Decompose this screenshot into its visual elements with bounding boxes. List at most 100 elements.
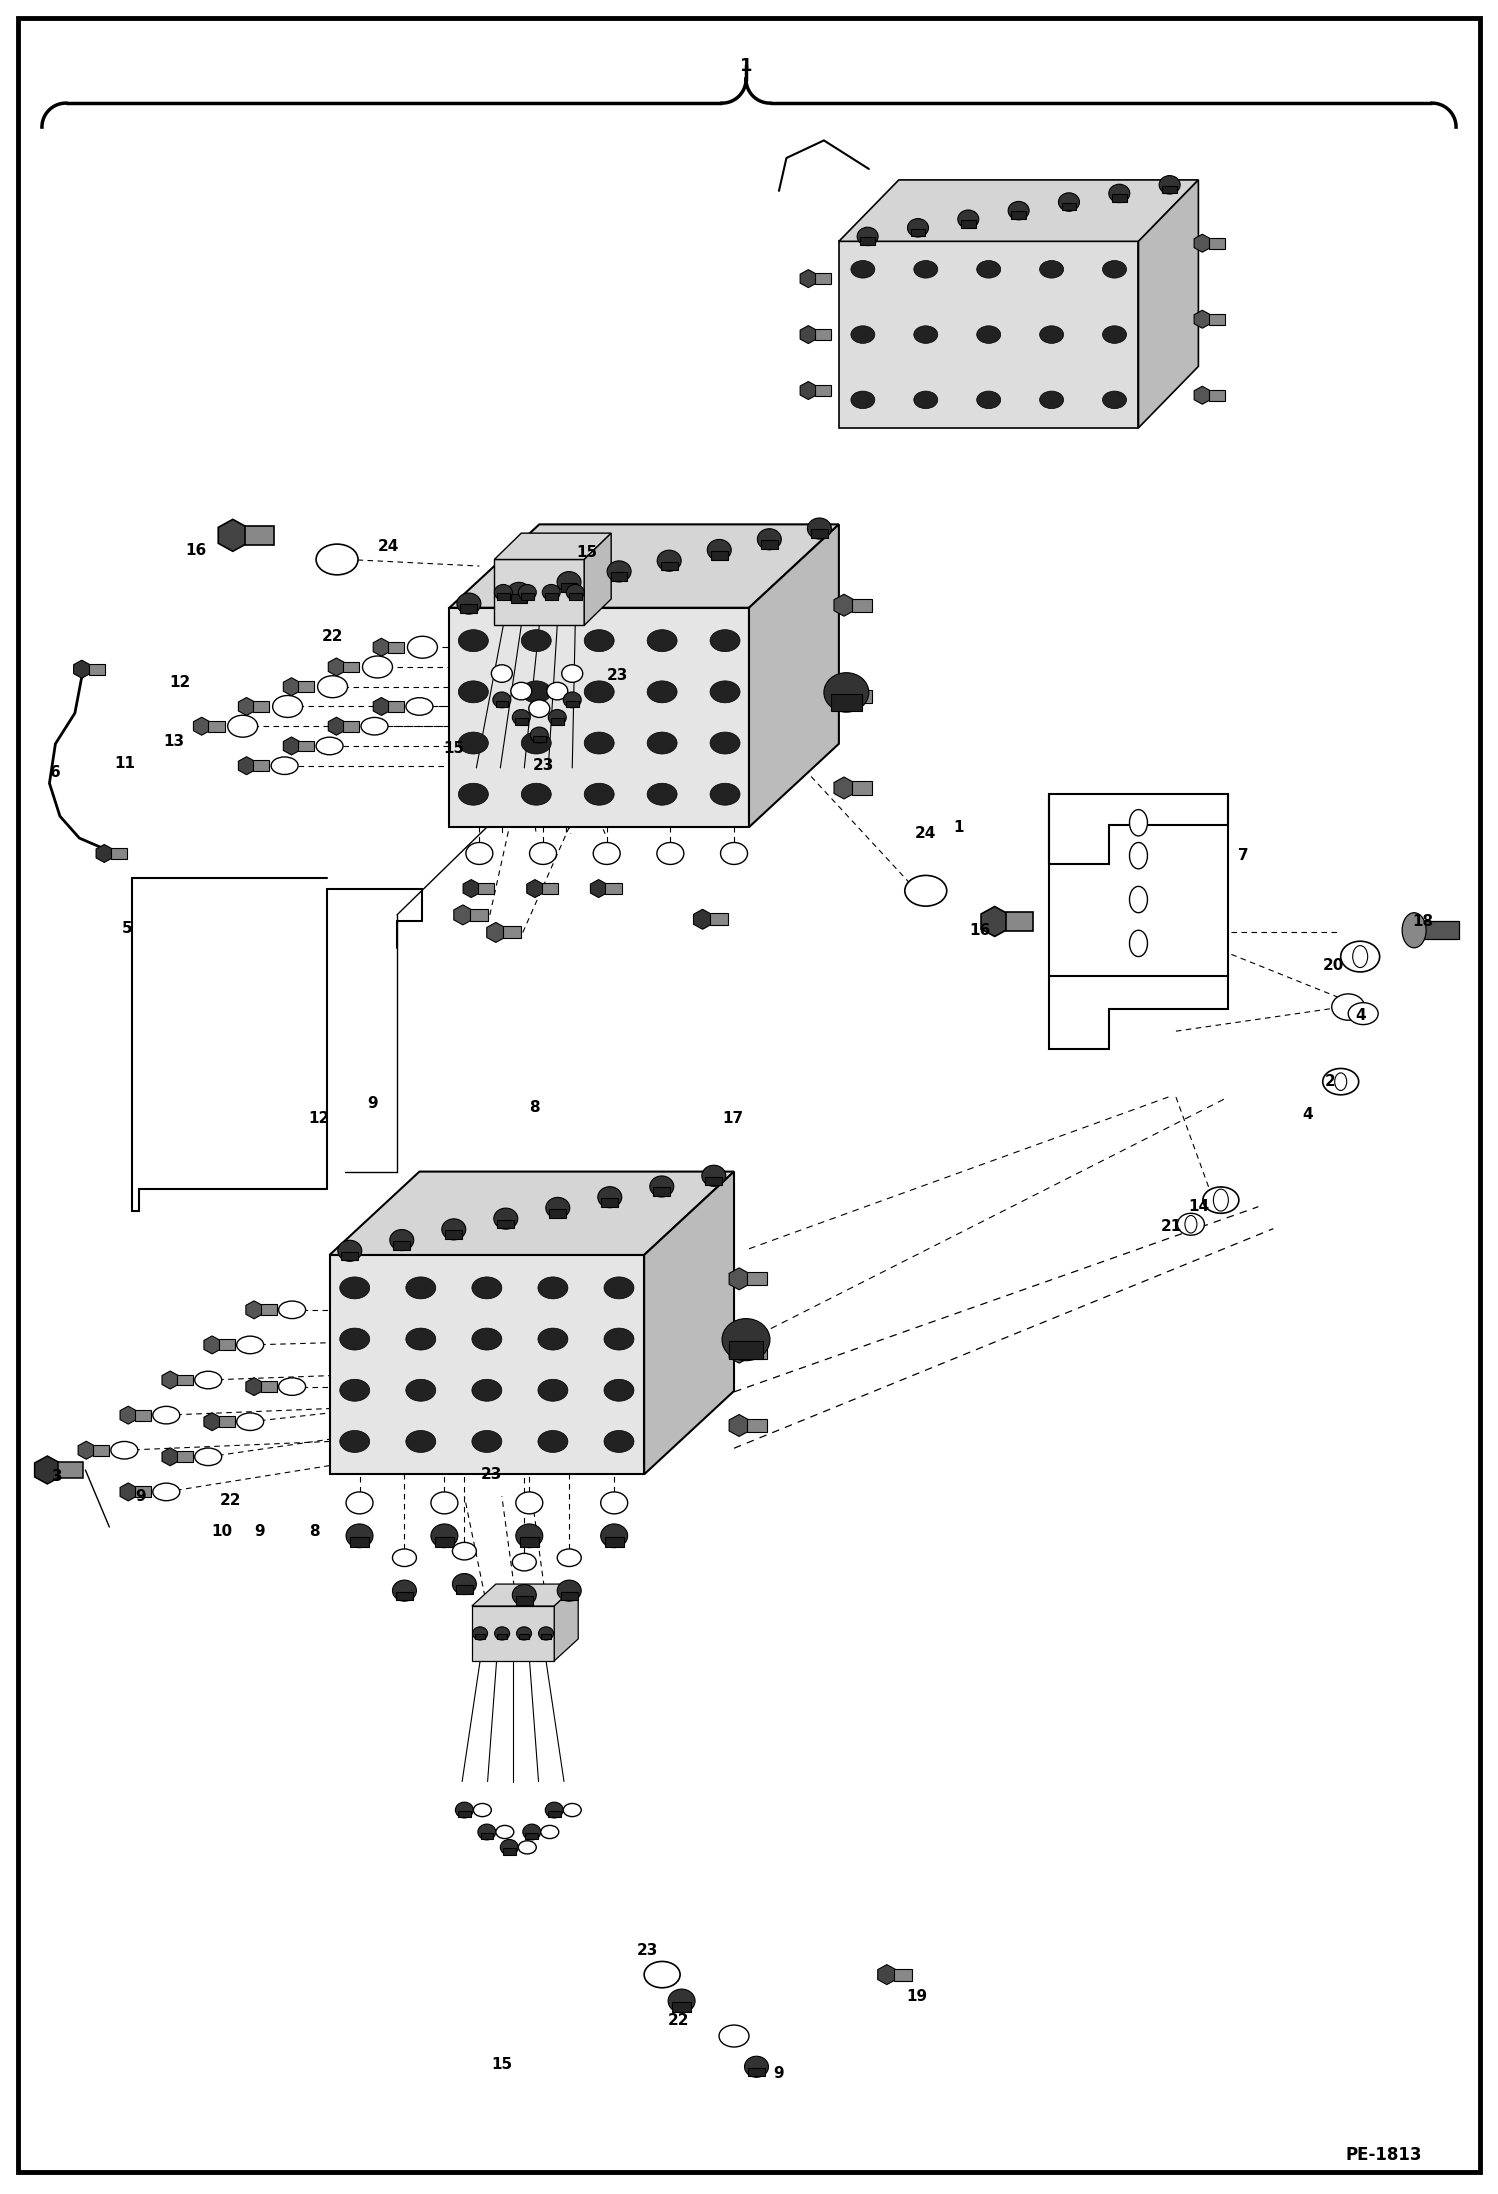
Ellipse shape: [647, 783, 677, 805]
Ellipse shape: [593, 842, 620, 864]
Ellipse shape: [538, 1277, 568, 1299]
Ellipse shape: [521, 783, 551, 805]
Ellipse shape: [530, 842, 556, 864]
Ellipse shape: [515, 1492, 542, 1514]
Polygon shape: [162, 1448, 178, 1466]
Ellipse shape: [494, 1209, 518, 1229]
Ellipse shape: [506, 581, 530, 603]
Text: 24: 24: [915, 827, 936, 840]
Polygon shape: [834, 595, 854, 617]
Bar: [58, 1461, 82, 1479]
Ellipse shape: [111, 1441, 138, 1459]
Ellipse shape: [452, 1542, 476, 1560]
Polygon shape: [454, 904, 472, 926]
Text: 16: 16: [186, 544, 207, 557]
Bar: [815, 386, 831, 395]
Ellipse shape: [318, 676, 348, 698]
Bar: [497, 1635, 508, 1639]
Ellipse shape: [1159, 176, 1180, 193]
Ellipse shape: [557, 1580, 581, 1602]
Ellipse shape: [914, 325, 938, 342]
Ellipse shape: [340, 1327, 370, 1349]
Text: 9: 9: [135, 1490, 147, 1503]
Bar: [712, 551, 728, 559]
Bar: [434, 1536, 454, 1547]
Ellipse shape: [512, 1553, 536, 1571]
Ellipse shape: [1008, 202, 1029, 219]
Text: 9: 9: [773, 2067, 785, 2080]
Ellipse shape: [494, 584, 512, 601]
Ellipse shape: [1332, 994, 1365, 1020]
Circle shape: [1129, 886, 1147, 913]
Bar: [1209, 237, 1225, 248]
Text: 21: 21: [1161, 1220, 1182, 1233]
Ellipse shape: [392, 1549, 416, 1567]
Text: 6: 6: [49, 766, 61, 779]
Bar: [852, 689, 872, 704]
Bar: [518, 1635, 529, 1639]
Text: 15: 15: [491, 2058, 512, 2071]
Ellipse shape: [457, 592, 481, 614]
Ellipse shape: [493, 691, 511, 709]
Ellipse shape: [710, 680, 740, 702]
Ellipse shape: [392, 1580, 416, 1602]
Bar: [253, 702, 270, 711]
Circle shape: [1335, 1073, 1347, 1090]
Polygon shape: [878, 1964, 896, 1986]
Text: 7: 7: [1237, 849, 1249, 862]
Bar: [520, 1536, 539, 1547]
Ellipse shape: [316, 544, 358, 575]
Ellipse shape: [1177, 1213, 1204, 1235]
Polygon shape: [246, 1301, 262, 1319]
Bar: [388, 643, 404, 652]
Bar: [815, 274, 831, 283]
Ellipse shape: [807, 518, 831, 540]
Bar: [455, 1584, 473, 1593]
Ellipse shape: [512, 709, 530, 726]
Ellipse shape: [701, 1165, 727, 1187]
Ellipse shape: [431, 1525, 458, 1547]
Ellipse shape: [494, 1628, 509, 1641]
Polygon shape: [463, 880, 479, 897]
Ellipse shape: [337, 1240, 363, 1262]
Bar: [244, 527, 274, 544]
Text: 8: 8: [529, 1101, 541, 1115]
Ellipse shape: [346, 1525, 373, 1547]
Ellipse shape: [668, 1990, 695, 2012]
Ellipse shape: [851, 325, 875, 342]
Ellipse shape: [1103, 325, 1126, 342]
Bar: [394, 1242, 410, 1251]
Ellipse shape: [1103, 261, 1126, 279]
Ellipse shape: [557, 1549, 581, 1567]
Polygon shape: [204, 1336, 220, 1354]
Bar: [475, 1635, 485, 1639]
Polygon shape: [373, 638, 389, 656]
Bar: [541, 1635, 551, 1639]
Bar: [88, 665, 105, 674]
Ellipse shape: [542, 584, 560, 601]
Polygon shape: [487, 921, 505, 943]
Bar: [219, 1417, 235, 1426]
Ellipse shape: [604, 1277, 634, 1299]
Bar: [208, 722, 225, 731]
Ellipse shape: [1341, 941, 1380, 972]
Ellipse shape: [977, 261, 1001, 279]
Ellipse shape: [710, 783, 740, 805]
Ellipse shape: [195, 1448, 222, 1466]
Ellipse shape: [273, 695, 303, 717]
Text: 2: 2: [1324, 1075, 1336, 1088]
Bar: [566, 700, 578, 706]
Polygon shape: [96, 845, 112, 862]
Bar: [497, 592, 509, 599]
Ellipse shape: [1040, 325, 1064, 342]
Ellipse shape: [547, 682, 568, 700]
Ellipse shape: [511, 682, 532, 700]
Bar: [673, 2001, 691, 2012]
Polygon shape: [1194, 235, 1210, 252]
Polygon shape: [73, 660, 90, 678]
Circle shape: [1213, 1189, 1228, 1211]
Polygon shape: [120, 1483, 136, 1501]
Ellipse shape: [521, 733, 551, 755]
Ellipse shape: [452, 1573, 476, 1595]
Bar: [1112, 195, 1126, 202]
